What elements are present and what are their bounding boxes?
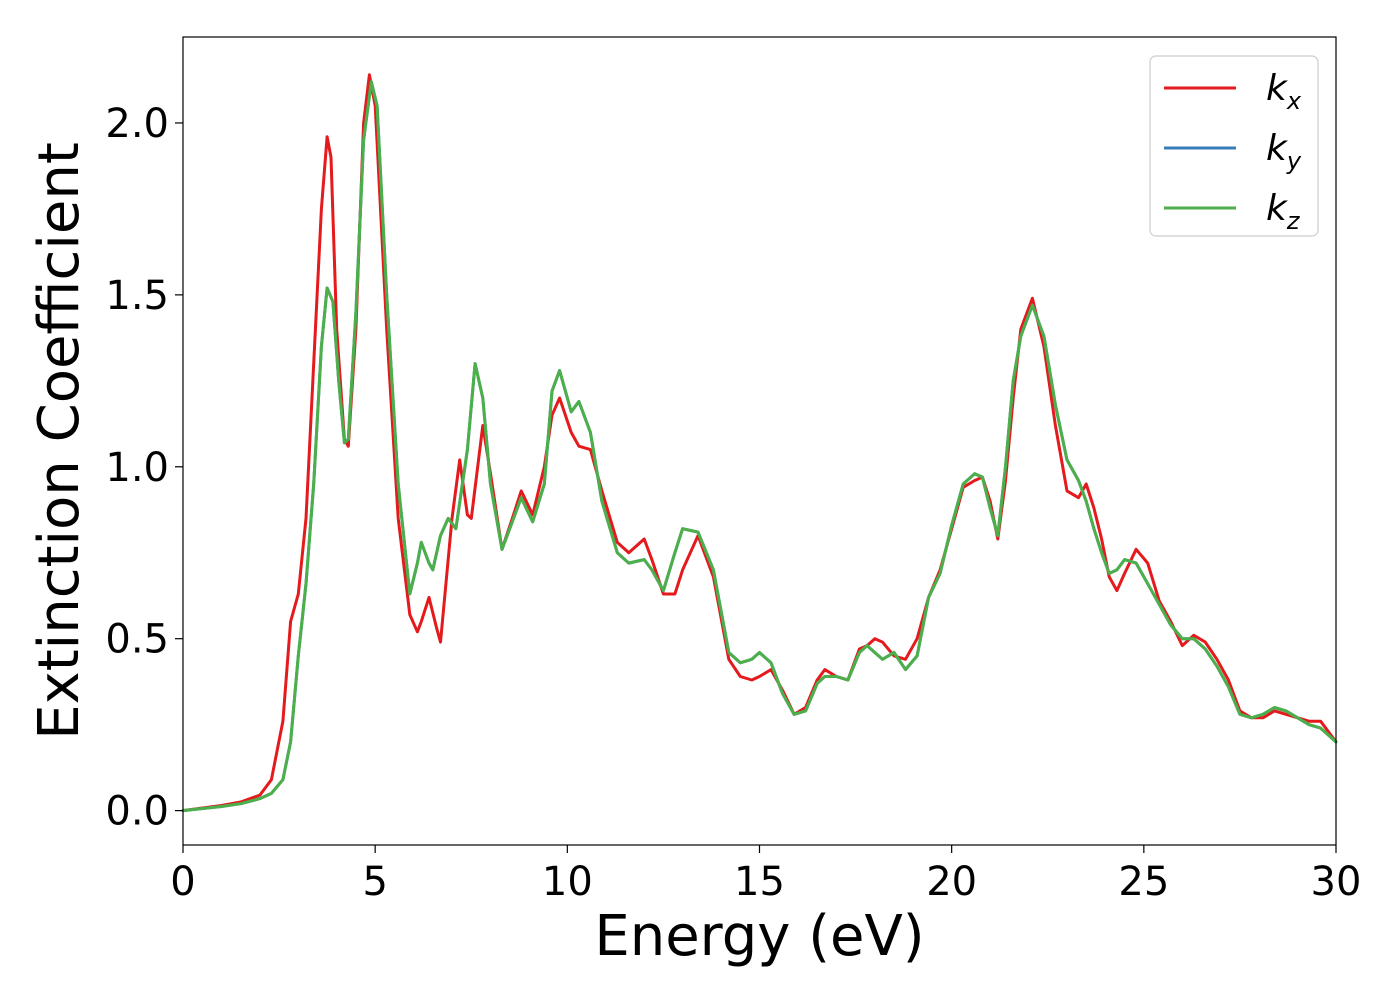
legend-label-base: k: [1266, 188, 1289, 229]
x-tick-label: 25: [1118, 859, 1169, 905]
x-tick-label: 20: [926, 859, 977, 905]
tick-layer: 0 5 10 15 20 25 30 0.0 0.5 1.0 1.5 2.0: [105, 101, 1361, 905]
legend-label-kz: kz: [1266, 188, 1301, 235]
series-line-kz: [181, 80, 1338, 813]
y-axis-label: Extinction Coefficient: [27, 142, 92, 740]
y-tick-label: 0.0: [105, 789, 169, 835]
legend-label-ky: ky: [1266, 128, 1302, 175]
x-tick-label: 30: [1311, 859, 1362, 905]
legend-label-kx: kx: [1266, 68, 1302, 115]
y-tick-label: 1.5: [105, 273, 169, 319]
x-tick-label: 10: [542, 859, 593, 905]
legend-label-base: k: [1266, 68, 1289, 109]
x-tick-label: 0: [170, 859, 195, 905]
legend-label-subscript: y: [1286, 147, 1302, 175]
legend-label-base: k: [1266, 128, 1289, 169]
legend-label-subscript: z: [1286, 207, 1301, 235]
y-tick-label: 2.0: [105, 101, 169, 147]
x-axis-label: Energy (eV): [594, 904, 924, 969]
x-tick-label: 15: [734, 859, 785, 905]
y-tick-label: 0.5: [105, 617, 169, 663]
legend-label-subscript: x: [1286, 87, 1302, 115]
legend-box: [1149, 55, 1319, 237]
x-tick-label: 5: [362, 859, 387, 905]
y-tick-label: 1.0: [105, 445, 169, 491]
series-layer: [181, 73, 1338, 813]
